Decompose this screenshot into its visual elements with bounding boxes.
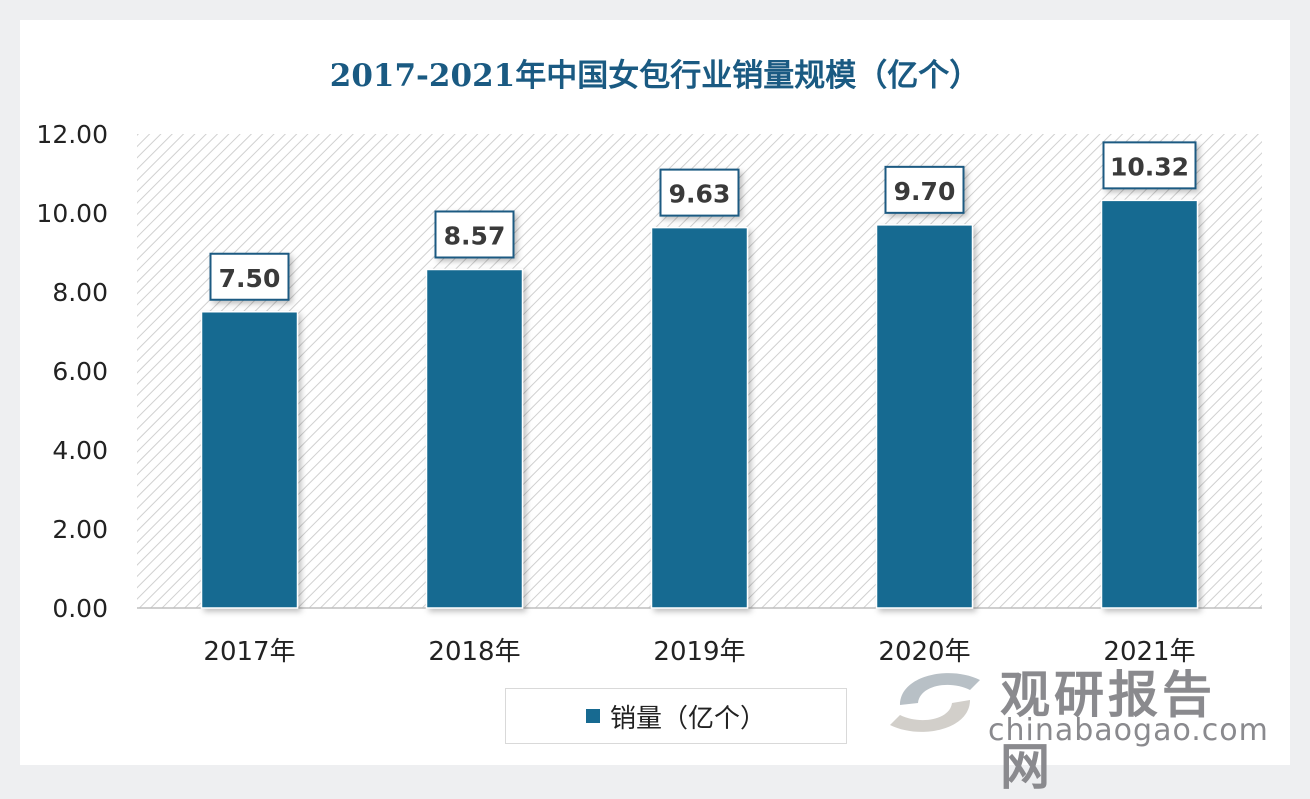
data-label-box bbox=[884, 165, 965, 214]
y-tick-label: 10.00 bbox=[36, 199, 108, 228]
chart-title: 2017-2021年中国女包行业销量规模（亿个） bbox=[329, 58, 981, 94]
bar bbox=[200, 311, 299, 609]
watermark-logo: 观研报告网 chinabaogao.com bbox=[880, 655, 1268, 796]
y-tick-label: 2.00 bbox=[52, 515, 108, 544]
bar bbox=[1100, 199, 1199, 609]
data-label: 7.50 bbox=[219, 264, 281, 293]
y-tick-label: 12.00 bbox=[36, 120, 108, 149]
data-label-box bbox=[434, 210, 515, 259]
bar bbox=[425, 268, 524, 609]
data-label: 10.32 bbox=[1110, 152, 1189, 181]
watermark-brand-en: chinabaogao.com bbox=[988, 713, 1269, 748]
x-tick-label: 2019年 bbox=[653, 637, 745, 667]
y-tick-label: 8.00 bbox=[52, 278, 108, 307]
bar bbox=[650, 226, 749, 609]
bar-chart: 0.00 2.00 4.00 6.00 8.00 10.00 12.00 7.50 2017年 8… bbox=[36, 120, 1262, 667]
y-tick-label: 0.00 bbox=[52, 594, 108, 623]
x-tick-label: 2018年 bbox=[428, 637, 520, 667]
y-tick-label: 6.00 bbox=[52, 357, 108, 386]
legend: 销量（亿个） bbox=[505, 688, 847, 744]
x-tick-label: 2017年 bbox=[203, 637, 295, 667]
watermark-swirl-icon bbox=[890, 673, 980, 732]
legend-swatch bbox=[585, 709, 600, 723]
data-label: 9.63 bbox=[669, 180, 731, 209]
data-label-box bbox=[209, 252, 290, 301]
y-tick-label: 4.00 bbox=[52, 436, 108, 465]
legend-label: 销量（亿个） bbox=[609, 703, 766, 734]
data-label: 9.70 bbox=[894, 177, 956, 206]
bar bbox=[875, 224, 974, 609]
data-label-box bbox=[1102, 141, 1197, 190]
x-tick-label: 2021年 bbox=[1103, 637, 1195, 667]
x-tick-label: 2020年 bbox=[878, 637, 970, 667]
data-label-box bbox=[659, 168, 740, 217]
data-label: 8.57 bbox=[444, 221, 506, 250]
